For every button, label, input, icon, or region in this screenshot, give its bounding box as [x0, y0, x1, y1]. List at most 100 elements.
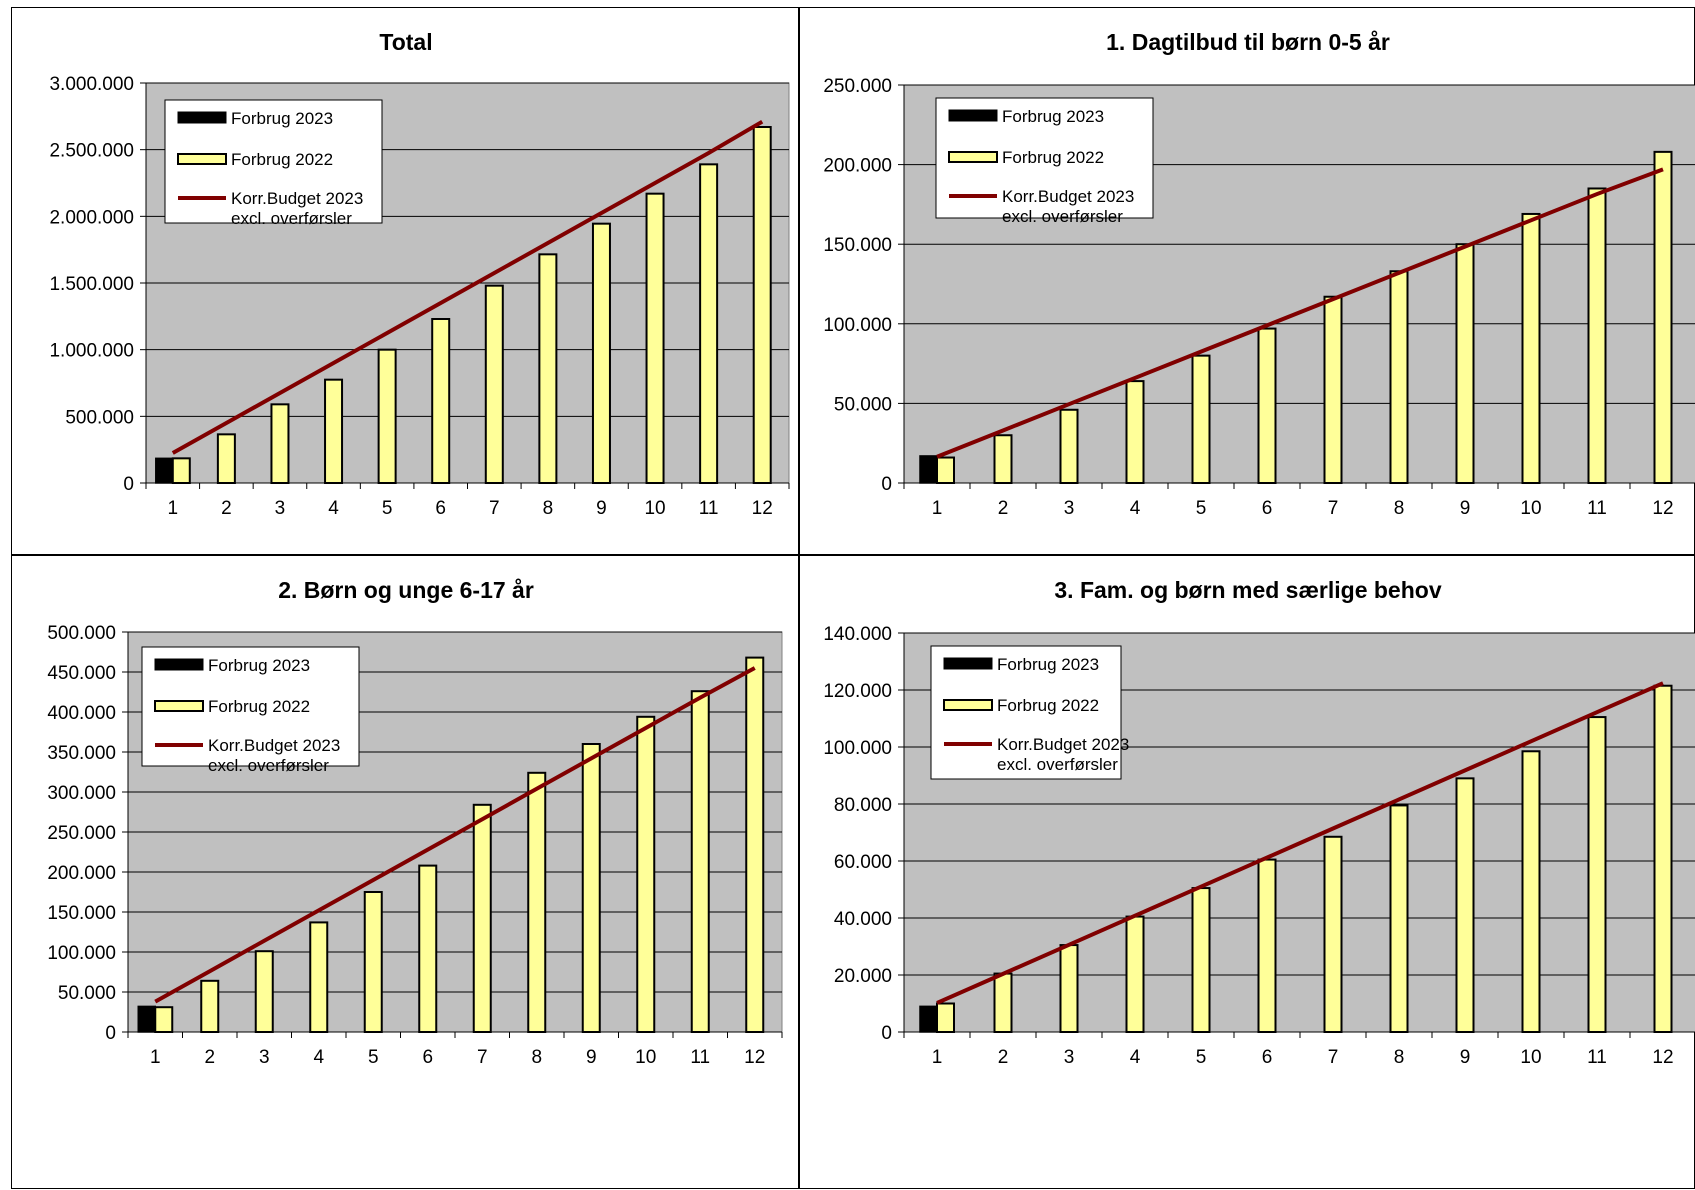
x-tick-label: 6 — [1262, 1047, 1273, 1068]
bar-forbrug-2022 — [993, 972, 1013, 1034]
y-tick-label: 500.000 — [47, 623, 116, 644]
x-tick-label: 11 — [1587, 1047, 1607, 1068]
y-tick-label: 60.000 — [834, 852, 892, 873]
y-tick-label: 400.000 — [47, 703, 116, 724]
x-tick-label: 1 — [932, 498, 943, 519]
bar-forbrug-2022 — [171, 457, 191, 485]
bar-forbrug-2022 — [1257, 327, 1277, 484]
y-tick-label: 120.000 — [823, 681, 892, 702]
bar-forbrug-2023 — [137, 1005, 156, 1033]
x-tick-label: 11 — [699, 498, 719, 519]
legend: Forbrug 2023 Forbrug 2022 Korr.Budget 2023… — [935, 97, 1154, 226]
x-tick-label: 2 — [998, 498, 1009, 519]
bar-forbrug-2023 — [919, 455, 938, 484]
x-tick-label: 8 — [1394, 1047, 1405, 1068]
bar-forbrug-2022 — [484, 284, 504, 484]
x-tick-label: 2 — [204, 1047, 215, 1068]
legend-swatch-forbrug-2023 — [177, 111, 227, 124]
y-tick-label: 1.500.000 — [49, 274, 134, 295]
chart-svg: 1. Dagtilbud til børn 0-5 år 0 50.000 100.0… — [823, 29, 1695, 519]
bar-forbrug-2022 — [1389, 270, 1409, 484]
bar-forbrug-2022 — [1059, 944, 1079, 1034]
legend-label-budget-line1: Korr.Budget 2023 — [208, 736, 340, 755]
legend: Forbrug 2023 Forbrug 2022 Korr.Budget 2023… — [930, 645, 1129, 780]
chart-title: Total — [379, 29, 432, 55]
bar-forbrug-2022 — [309, 921, 329, 1033]
x-tick-label: 7 — [1328, 498, 1339, 519]
y-tick-label: 450.000 — [47, 663, 116, 684]
bar-forbrug-2022 — [200, 979, 220, 1033]
legend-swatch-forbrug-2022 — [948, 151, 998, 163]
legend: Forbrug 2023 Forbrug 2022 Korr.Budget 2023… — [164, 99, 383, 228]
bar-forbrug-2022 — [1323, 835, 1343, 1033]
bar-forbrug-2022 — [472, 803, 492, 1033]
legend-swatch-forbrug-2022 — [177, 153, 227, 165]
bar-forbrug-2022 — [1587, 187, 1607, 484]
x-tick-label: 6 — [435, 498, 446, 519]
bar-forbrug-2022 — [636, 715, 656, 1034]
bar-forbrug-2022 — [1323, 295, 1343, 484]
legend-label-budget-line2: excl. overførsler — [208, 756, 329, 775]
y-tick-label: 300.000 — [47, 783, 116, 804]
legend-label-budget-line2: excl. overførsler — [997, 755, 1118, 774]
chart-panel-dagtilbud: 1. Dagtilbud til børn 0-5 år 0 50.000 100.0… — [799, 7, 1695, 555]
bar-forbrug-2022 — [1653, 150, 1673, 484]
y-tick-label: 100.000 — [823, 315, 892, 336]
legend-label-forbrug-2022: Forbrug 2022 — [208, 697, 310, 716]
y-tick-label: 2.000.000 — [49, 207, 134, 228]
bar-forbrug-2022 — [1455, 777, 1475, 1033]
bar-forbrug-2022 — [1059, 408, 1079, 485]
chart-panel-total: Total 0 500.000 1.000.000 1.500.000 2.000.000… — [11, 7, 799, 555]
bar-forbrug-2022 — [1455, 243, 1475, 484]
y-tick-label: 150.000 — [823, 235, 892, 256]
y-tick-label: 100.000 — [823, 738, 892, 759]
bar-forbrug-2022 — [993, 434, 1013, 484]
bar-forbrug-2022 — [936, 456, 955, 485]
legend-label-forbrug-2022: Forbrug 2022 — [231, 150, 333, 169]
x-tick-label: 2 — [998, 1047, 1009, 1068]
legend-label-budget-line1: Korr.Budget 2023 — [997, 735, 1129, 754]
y-tick-label: 3.000.000 — [49, 74, 134, 95]
bar-forbrug-2022 — [1257, 858, 1277, 1034]
x-tick-label: 5 — [1196, 498, 1207, 519]
bar-forbrug-2022 — [936, 1002, 955, 1033]
x-tick-label: 12 — [1652, 1047, 1673, 1068]
chart-svg: Total 0 500.000 1.000.000 1.500.000 2.000.000… — [49, 29, 790, 519]
y-tick-label: 50.000 — [58, 983, 116, 1004]
legend-label-budget-line2: excl. overførsler — [1002, 207, 1123, 226]
x-tick-label: 9 — [586, 1047, 597, 1068]
bar-forbrug-2022 — [1521, 212, 1541, 484]
chart-title: 1. Dagtilbud til børn 0-5 år — [1106, 29, 1390, 55]
x-tick-label: 2 — [221, 498, 232, 519]
bar-forbrug-2022 — [1191, 354, 1211, 485]
y-tick-label: 0 — [881, 474, 892, 495]
x-tick-label: 1 — [150, 1047, 161, 1068]
x-tick-label: 9 — [596, 498, 607, 519]
y-tick-label: 200.000 — [823, 156, 892, 177]
x-tick-label: 8 — [531, 1047, 542, 1068]
legend-label-forbrug-2023: Forbrug 2023 — [1002, 107, 1104, 126]
y-tick-label: 250.000 — [47, 823, 116, 844]
x-tick-label: 9 — [1460, 1047, 1471, 1068]
legend-label-forbrug-2022: Forbrug 2022 — [1002, 148, 1104, 167]
bar-forbrug-2022 — [538, 253, 558, 484]
y-tick-label: 150.000 — [47, 903, 116, 924]
x-tick-label: 4 — [1130, 498, 1141, 519]
legend-label-budget-line1: Korr.Budget 2023 — [1002, 187, 1134, 206]
x-tick-label: 8 — [543, 498, 554, 519]
bar-forbrug-2022 — [690, 690, 710, 1033]
y-tick-label: 2.500.000 — [49, 141, 134, 162]
y-tick-label: 40.000 — [834, 909, 892, 930]
legend-label-forbrug-2023: Forbrug 2023 — [208, 656, 310, 675]
legend: Forbrug 2023 Forbrug 2022 Korr.Budget 2023… — [141, 646, 360, 775]
x-tick-label: 10 — [635, 1047, 656, 1068]
legend-label-forbrug-2022: Forbrug 2022 — [997, 696, 1099, 715]
bar-forbrug-2022 — [254, 950, 274, 1034]
x-tick-label: 5 — [382, 498, 393, 519]
legend-swatch-forbrug-2023 — [943, 657, 993, 670]
bar-forbrug-2023 — [155, 457, 174, 484]
legend-label-budget-line2: excl. overførsler — [231, 209, 352, 228]
legend-swatch-forbrug-2022 — [943, 699, 993, 711]
x-tick-label: 11 — [1587, 498, 1607, 519]
bar-forbrug-2022 — [270, 403, 290, 485]
